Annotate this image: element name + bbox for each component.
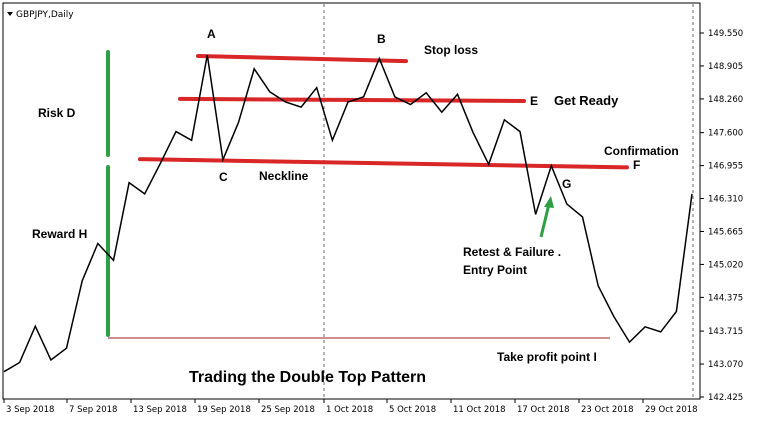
chart-title: Trading the Double Top Pattern xyxy=(189,369,426,386)
label-reward-h: Reward H xyxy=(32,227,87,241)
label-confirmation: Confirmation xyxy=(604,144,679,158)
label-get-ready: Get Ready xyxy=(554,93,619,108)
levels xyxy=(108,53,629,339)
x-tick-label: 1 Oct 2018 xyxy=(326,405,373,415)
price-series-line xyxy=(3,54,693,373)
x-tick-label: 17 Oct 2018 xyxy=(517,405,570,415)
x-tick-label: 7 Sep 2018 xyxy=(69,405,117,415)
label-f: F xyxy=(633,158,640,172)
label-a: A xyxy=(207,27,216,41)
y-tick-label: 142.425 xyxy=(708,393,743,403)
y-tick-label: 148.905 xyxy=(708,62,743,72)
y-tick-label: 147.600 xyxy=(708,129,743,139)
x-tick-label: 19 Sep 2018 xyxy=(197,405,251,415)
label-c: C xyxy=(219,170,228,184)
x-tick-label: 13 Sep 2018 xyxy=(133,405,187,415)
plot-frame xyxy=(2,2,701,400)
label-b: B xyxy=(377,32,386,46)
y-tick-label: 145.665 xyxy=(708,227,743,237)
x-tick-label: 5 Oct 2018 xyxy=(389,405,436,415)
x-tick-label: 11 Oct 2018 xyxy=(453,405,506,415)
x-tick-label: 25 Sep 2018 xyxy=(261,405,315,415)
label-entry-point: Entry Point xyxy=(463,263,527,277)
stop-loss-line xyxy=(196,53,408,64)
label-e: E xyxy=(530,94,538,108)
y-tick-label: 148.260 xyxy=(708,95,743,105)
x-tick-label: 23 Oct 2018 xyxy=(581,405,634,415)
y-tick-label: 143.070 xyxy=(708,360,743,370)
label-retest: Retest & Failure . xyxy=(463,245,561,259)
retest-arrow xyxy=(539,196,554,238)
symbol-dropdown-icon xyxy=(7,12,13,16)
label-take-profit: Take profit point I xyxy=(497,350,597,364)
label-stop-loss: Stop loss xyxy=(424,43,478,57)
y-tick-label: 146.955 xyxy=(708,162,743,172)
y-axis: 149.550 148.905 148.260 147.600 146.955 146.3… xyxy=(700,29,743,403)
x-tick-label: 3 Sep 2018 xyxy=(6,405,54,415)
label-neckline: Neckline xyxy=(259,169,309,183)
y-tick-label: 146.310 xyxy=(708,195,743,205)
neckline-line xyxy=(138,157,629,170)
label-g: G xyxy=(562,177,571,191)
y-tick-label: 149.550 xyxy=(708,29,743,39)
x-tick-label: 29 Oct 2018 xyxy=(645,405,698,415)
y-tick-label: 143.715 xyxy=(708,327,743,337)
symbol-header: GBPJPY,Daily xyxy=(7,10,74,20)
label-risk-d: Risk D xyxy=(38,106,76,120)
y-tick-label: 144.375 xyxy=(708,293,743,303)
symbol-label: GBPJPY,Daily xyxy=(16,10,74,20)
y-tick-label: 145.020 xyxy=(708,260,743,270)
x-axis: 3 Sep 2018 7 Sep 2018 13 Sep 2018 19 Sep 20… xyxy=(3,399,698,415)
